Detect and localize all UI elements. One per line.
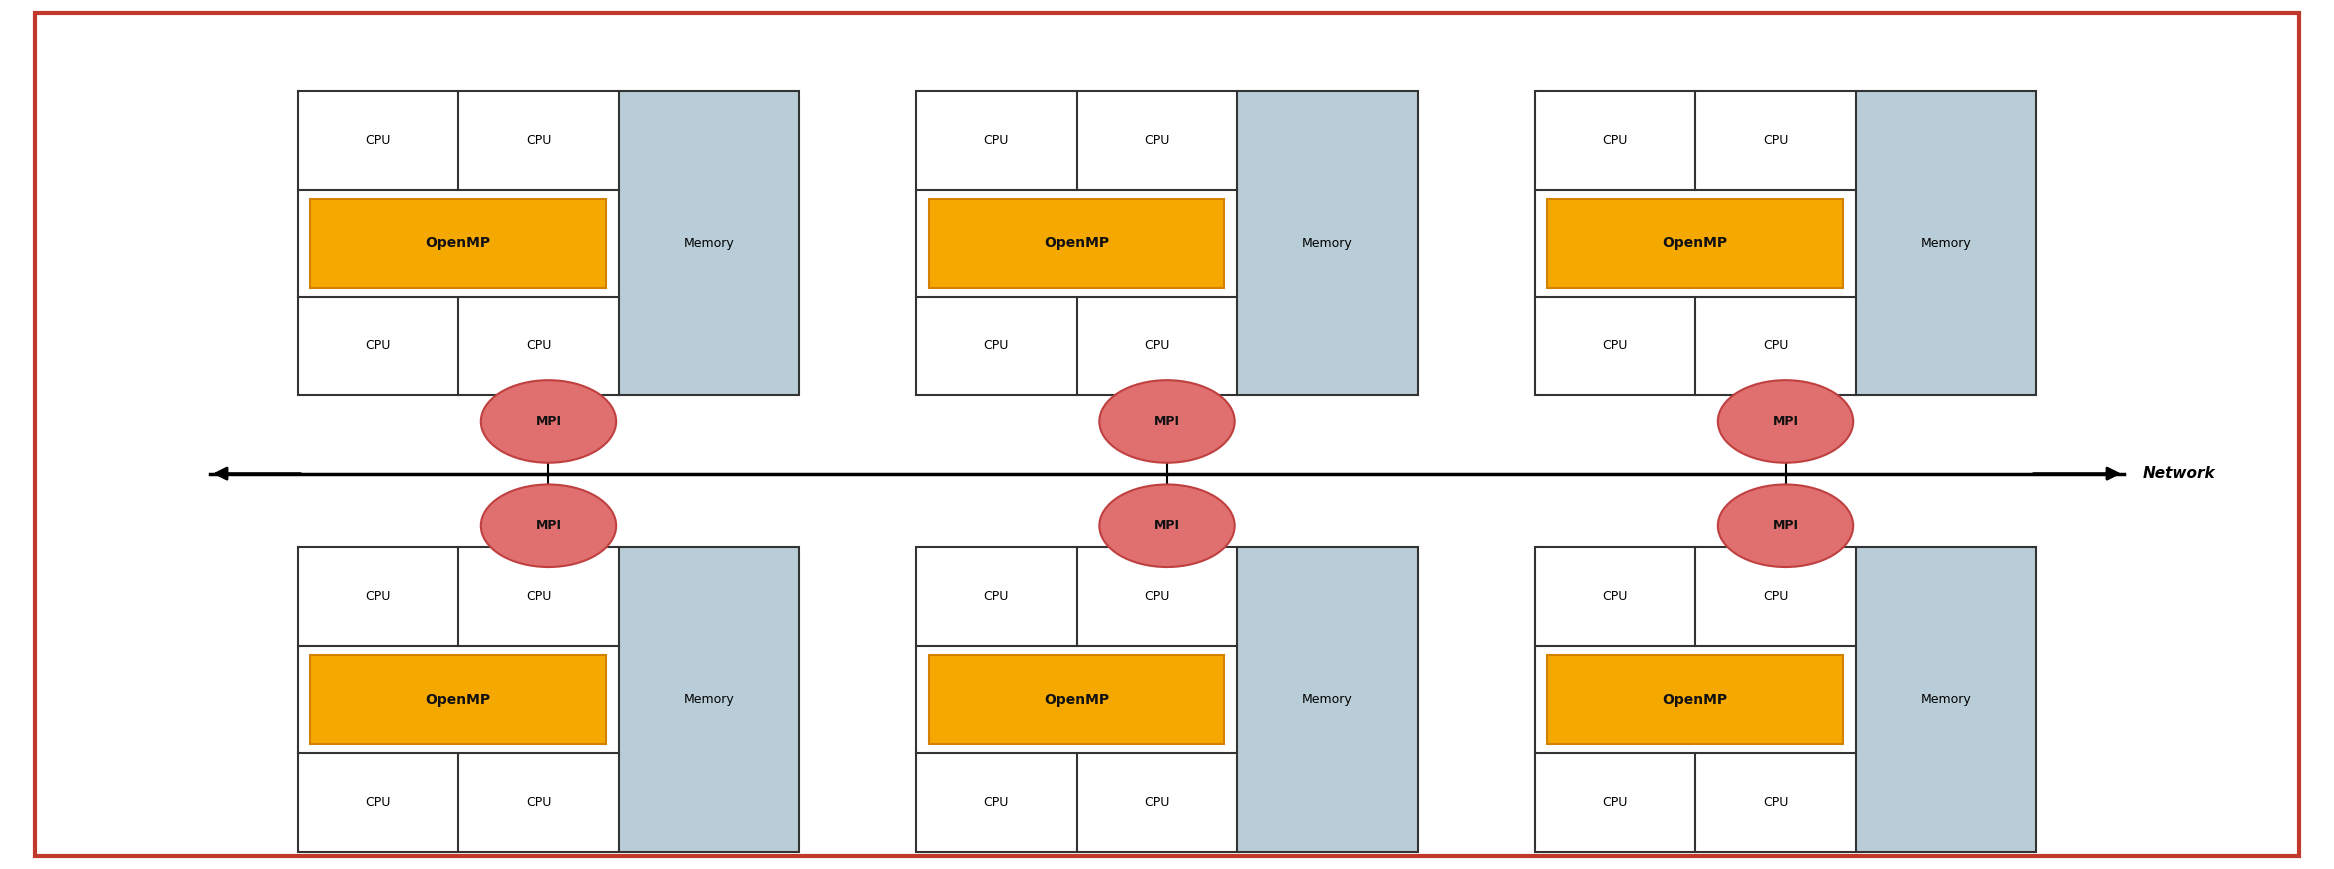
Bar bbox=[1536, 91, 2035, 395]
Bar bbox=[1536, 547, 1856, 852]
Text: CPU: CPU bbox=[983, 340, 1008, 353]
Text: Network: Network bbox=[2143, 466, 2215, 481]
Text: CPU: CPU bbox=[1144, 134, 1169, 147]
Text: MPI: MPI bbox=[534, 415, 562, 428]
Text: MPI: MPI bbox=[534, 520, 562, 532]
Bar bbox=[915, 91, 1419, 395]
Text: CPU: CPU bbox=[1601, 590, 1627, 603]
Bar bbox=[929, 199, 1225, 288]
Text: CPU: CPU bbox=[1601, 134, 1627, 147]
Text: CPU: CPU bbox=[1144, 590, 1169, 603]
Text: CPU: CPU bbox=[983, 796, 1008, 809]
Text: CPU: CPU bbox=[364, 590, 390, 603]
Text: Memory: Memory bbox=[1921, 237, 1972, 249]
Bar bbox=[1547, 199, 1844, 288]
Text: Memory: Memory bbox=[1302, 237, 1354, 249]
Bar bbox=[299, 91, 798, 395]
Text: CPU: CPU bbox=[1762, 340, 1788, 353]
Bar bbox=[299, 547, 619, 852]
Text: MPI: MPI bbox=[1772, 415, 1800, 428]
Text: MPI: MPI bbox=[1153, 520, 1181, 532]
Bar bbox=[1856, 547, 2035, 852]
Ellipse shape bbox=[1718, 381, 1853, 462]
Text: CPU: CPU bbox=[1762, 134, 1788, 147]
Bar bbox=[619, 547, 798, 852]
Text: OpenMP: OpenMP bbox=[1662, 693, 1727, 706]
Bar bbox=[1536, 91, 1856, 395]
Text: OpenMP: OpenMP bbox=[1662, 236, 1727, 250]
Bar bbox=[1237, 547, 1419, 852]
Ellipse shape bbox=[1099, 485, 1235, 567]
Text: MPI: MPI bbox=[1772, 520, 1800, 532]
Bar bbox=[915, 547, 1419, 852]
Text: CPU: CPU bbox=[525, 340, 551, 353]
Text: OpenMP: OpenMP bbox=[425, 236, 490, 250]
Text: CPU: CPU bbox=[1144, 796, 1169, 809]
Bar bbox=[1856, 91, 2035, 395]
Text: CPU: CPU bbox=[983, 134, 1008, 147]
Text: Memory: Memory bbox=[684, 237, 735, 249]
Bar bbox=[619, 91, 798, 395]
Bar bbox=[299, 91, 619, 395]
Text: OpenMP: OpenMP bbox=[425, 693, 490, 706]
Text: CPU: CPU bbox=[525, 796, 551, 809]
Bar bbox=[299, 547, 798, 852]
Bar bbox=[915, 547, 1237, 852]
Ellipse shape bbox=[481, 485, 616, 567]
Text: Memory: Memory bbox=[684, 693, 735, 706]
Bar bbox=[1536, 547, 2035, 852]
Text: CPU: CPU bbox=[525, 590, 551, 603]
Text: CPU: CPU bbox=[525, 134, 551, 147]
Text: CPU: CPU bbox=[364, 134, 390, 147]
Ellipse shape bbox=[1099, 381, 1235, 462]
Ellipse shape bbox=[1718, 485, 1853, 567]
Text: CPU: CPU bbox=[1762, 796, 1788, 809]
Text: Memory: Memory bbox=[1921, 693, 1972, 706]
Text: CPU: CPU bbox=[1762, 590, 1788, 603]
Ellipse shape bbox=[481, 381, 616, 462]
Text: CPU: CPU bbox=[1144, 340, 1169, 353]
Text: CPU: CPU bbox=[983, 590, 1008, 603]
Bar bbox=[1237, 91, 1419, 395]
Text: CPU: CPU bbox=[1601, 796, 1627, 809]
Bar bbox=[915, 91, 1237, 395]
Text: Memory: Memory bbox=[1302, 693, 1354, 706]
Bar bbox=[929, 655, 1225, 744]
Text: CPU: CPU bbox=[1601, 340, 1627, 353]
Bar bbox=[1547, 655, 1844, 744]
Text: CPU: CPU bbox=[364, 796, 390, 809]
Text: CPU: CPU bbox=[364, 340, 390, 353]
Text: OpenMP: OpenMP bbox=[1043, 693, 1109, 706]
Bar bbox=[310, 655, 607, 744]
Bar bbox=[310, 199, 607, 288]
Text: MPI: MPI bbox=[1153, 415, 1181, 428]
Text: OpenMP: OpenMP bbox=[1043, 236, 1109, 250]
